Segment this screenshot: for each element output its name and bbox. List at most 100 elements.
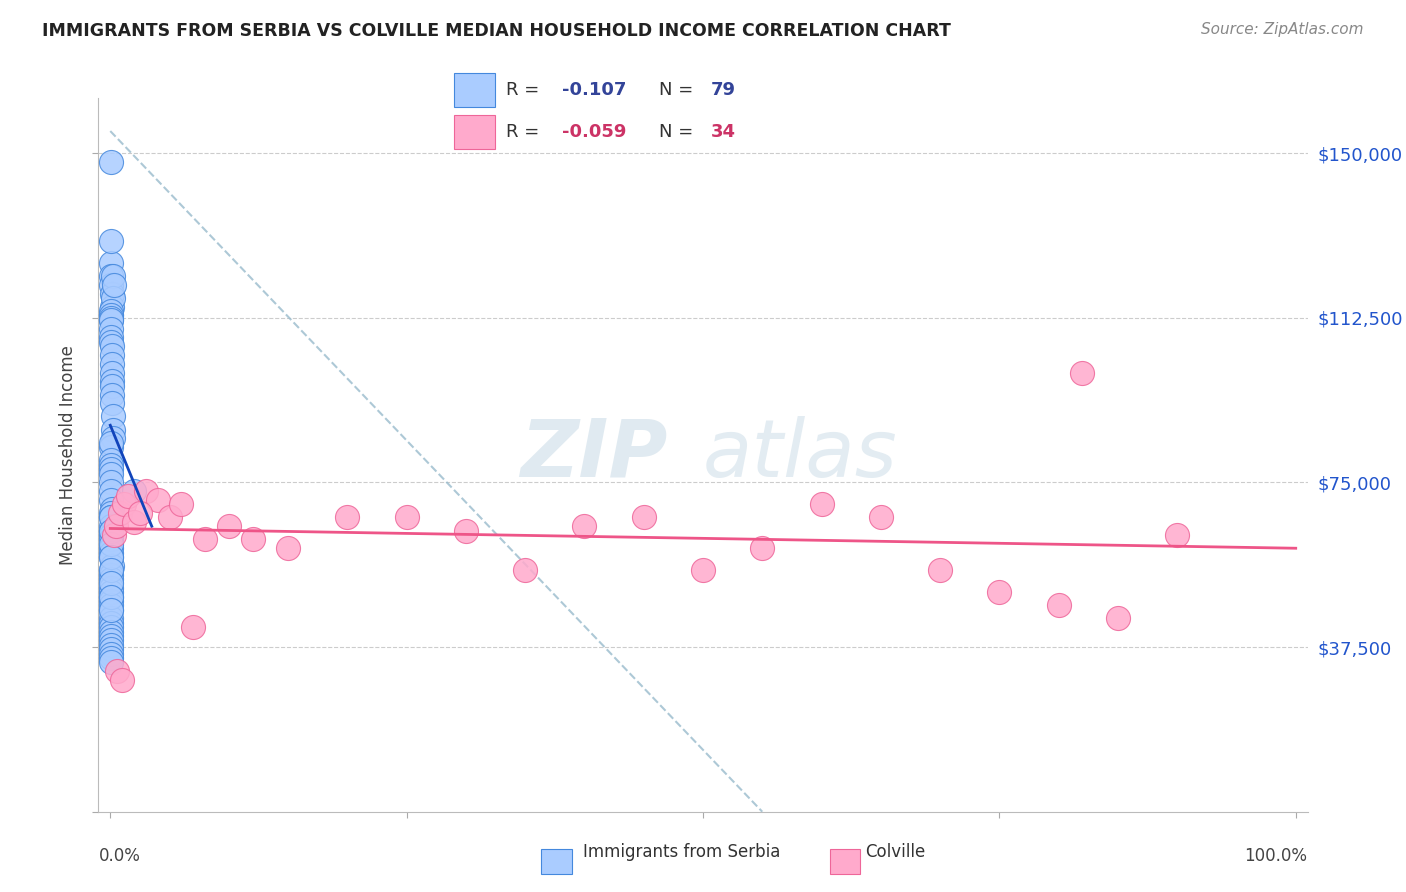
Point — [100, 277, 122, 292]
FancyBboxPatch shape — [454, 115, 495, 149]
Point — [117, 489, 139, 503]
Point — [100, 310, 122, 325]
Point — [100, 309, 122, 323]
Point — [108, 506, 131, 520]
Point — [101, 396, 124, 410]
Point — [194, 533, 217, 547]
Point — [146, 492, 169, 507]
Point — [100, 603, 122, 617]
Point — [1071, 366, 1094, 380]
Point — [100, 590, 122, 604]
Point — [100, 599, 122, 613]
Text: N =: N = — [659, 81, 699, 99]
Point — [100, 572, 122, 586]
Text: Colville: Colville — [865, 843, 925, 861]
Point — [100, 304, 122, 318]
Point — [100, 528, 122, 542]
Point — [100, 558, 122, 573]
Point — [100, 309, 122, 323]
Point — [101, 375, 124, 389]
Point — [100, 576, 122, 591]
Point — [100, 510, 122, 524]
Point — [103, 528, 125, 542]
Text: R =: R = — [506, 123, 546, 141]
Point — [100, 458, 122, 472]
Point — [100, 615, 122, 630]
Point — [218, 519, 240, 533]
Point — [395, 510, 418, 524]
Point — [122, 484, 145, 499]
Text: ZIP: ZIP — [520, 416, 668, 494]
Point — [692, 563, 714, 577]
Point — [100, 642, 122, 657]
Point — [101, 357, 124, 371]
Point — [574, 519, 596, 533]
Point — [100, 313, 122, 327]
Point — [129, 506, 152, 520]
Point — [103, 291, 125, 305]
Point — [929, 563, 952, 577]
Point — [100, 510, 122, 524]
Point — [103, 277, 125, 292]
Text: N =: N = — [659, 123, 699, 141]
Point — [100, 590, 122, 604]
Y-axis label: Median Household Income: Median Household Income — [59, 345, 77, 565]
Point — [100, 339, 122, 353]
Point — [100, 651, 122, 665]
Point — [100, 435, 122, 450]
Point — [869, 510, 891, 524]
Point — [105, 519, 128, 533]
Point — [135, 484, 157, 499]
Point — [101, 409, 124, 424]
Point — [100, 321, 122, 335]
Point — [100, 234, 122, 248]
Point — [100, 334, 122, 349]
Point — [100, 501, 122, 516]
Point — [1047, 599, 1070, 613]
Point — [100, 611, 122, 625]
Point — [100, 506, 122, 520]
Point — [100, 638, 122, 652]
Point — [100, 348, 122, 362]
Point — [100, 656, 122, 670]
Point — [100, 567, 122, 582]
Text: 100.0%: 100.0% — [1244, 847, 1308, 865]
Point — [100, 519, 122, 533]
Point — [105, 664, 128, 678]
Point — [454, 524, 477, 538]
Point — [100, 462, 122, 476]
Point — [100, 440, 122, 454]
Point — [1166, 528, 1188, 542]
Text: Source: ZipAtlas.com: Source: ZipAtlas.com — [1201, 22, 1364, 37]
Text: IMMIGRANTS FROM SERBIA VS COLVILLE MEDIAN HOUSEHOLD INCOME CORRELATION CHART: IMMIGRANTS FROM SERBIA VS COLVILLE MEDIA… — [42, 22, 950, 40]
Point — [100, 537, 122, 551]
Point — [100, 563, 122, 577]
Point — [515, 563, 537, 577]
Point — [100, 633, 122, 648]
Point — [100, 524, 122, 538]
Point — [277, 541, 299, 556]
Point — [122, 515, 145, 529]
Point — [100, 563, 122, 577]
Point — [100, 154, 122, 169]
Point — [100, 313, 122, 327]
Text: 34: 34 — [711, 123, 737, 141]
Point — [101, 378, 124, 392]
Point — [100, 330, 122, 344]
Point — [100, 647, 122, 661]
Point — [100, 256, 122, 270]
Point — [100, 581, 122, 595]
Point — [100, 549, 122, 564]
Text: -0.107: -0.107 — [562, 81, 627, 99]
Text: -0.059: -0.059 — [562, 123, 627, 141]
Point — [100, 603, 122, 617]
Point — [100, 492, 122, 507]
Point — [100, 629, 122, 643]
Text: Immigrants from Serbia: Immigrants from Serbia — [583, 843, 780, 861]
Text: R =: R = — [506, 81, 546, 99]
Point — [100, 620, 122, 634]
Point — [336, 510, 359, 524]
Text: atlas: atlas — [703, 416, 898, 494]
Point — [810, 497, 832, 511]
Point — [751, 541, 773, 556]
